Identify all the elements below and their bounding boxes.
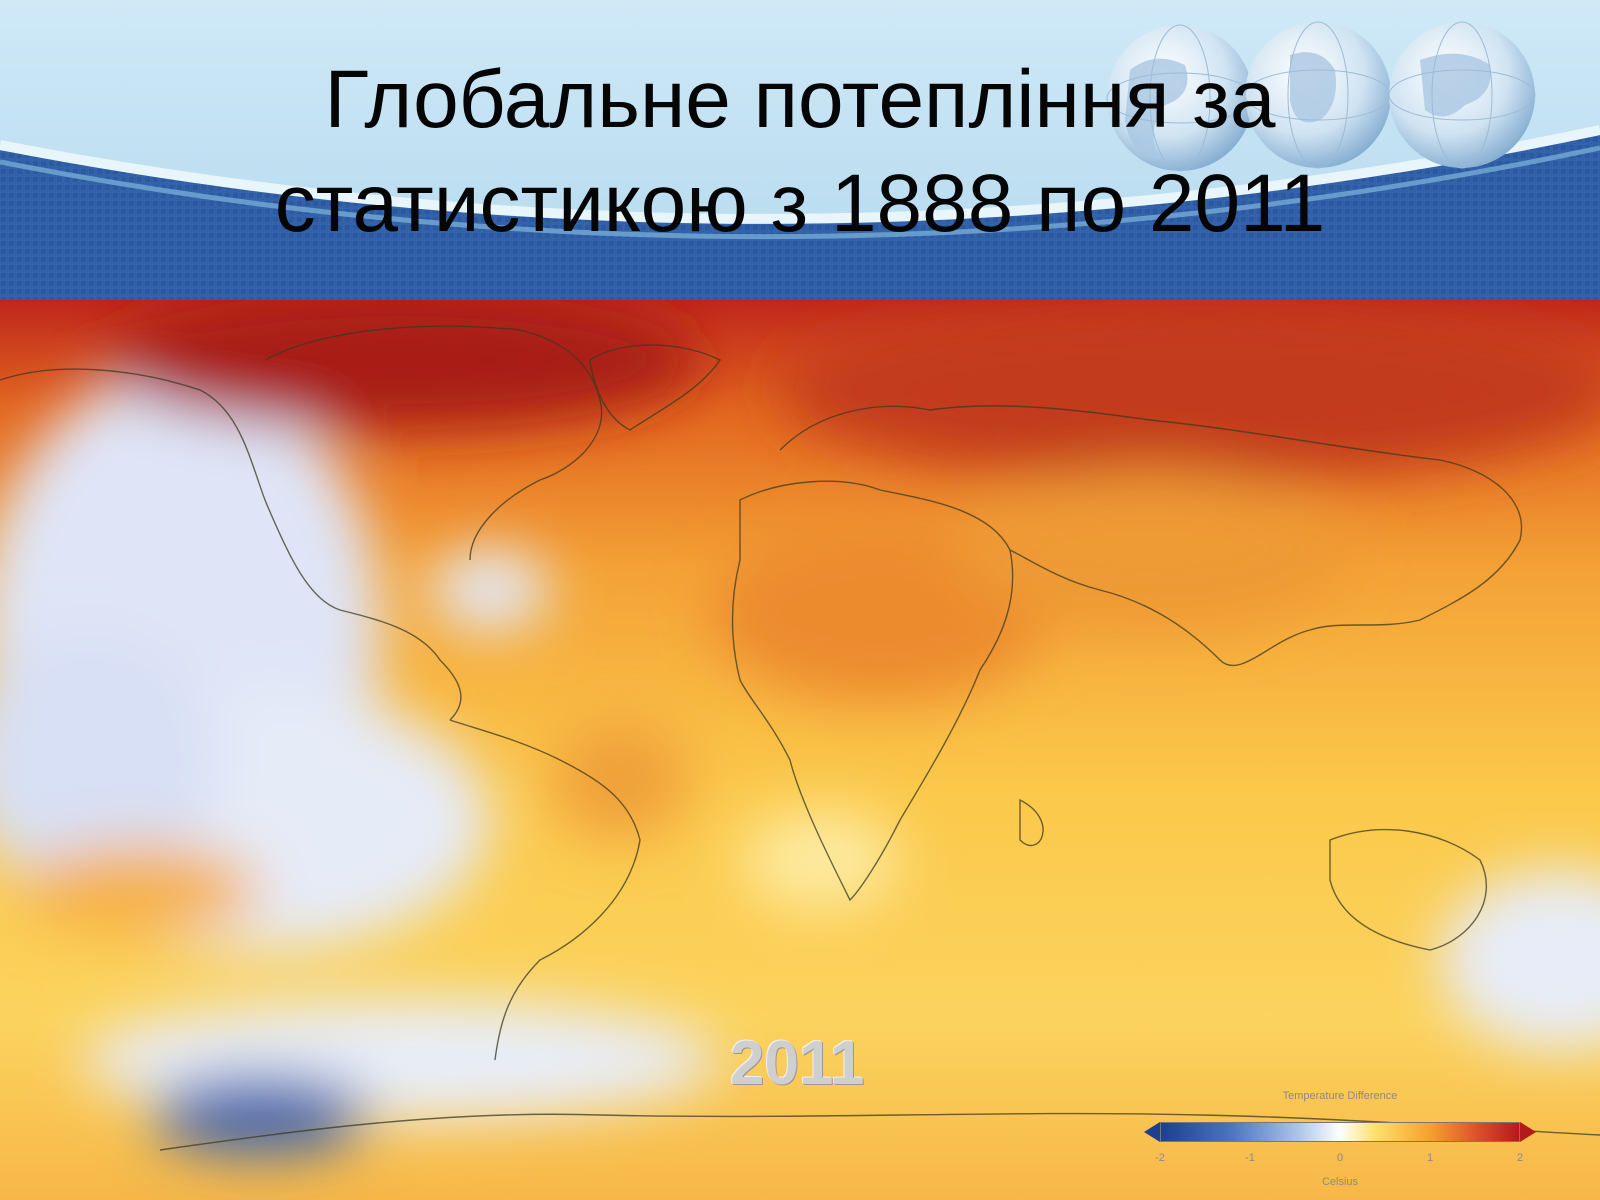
heatmap-background xyxy=(0,300,1600,1200)
slide-header: Глобальне потепління за статистикою з 18… xyxy=(0,0,1600,300)
temperature-anomaly-map: 2011 Temperature Difference -2 -1 0 1 2 … xyxy=(0,300,1600,1200)
legend-title: Temperature Difference xyxy=(1282,1090,1398,1102)
legend-max-arrow xyxy=(1520,1122,1536,1142)
globe-group xyxy=(1106,21,1536,172)
legend-color-bar xyxy=(1160,1122,1520,1142)
slide-title-line-2: статистикою з 1888 по 2011 xyxy=(274,158,1326,249)
legend-min-arrow xyxy=(1144,1122,1160,1142)
legend-tick: 1 xyxy=(1426,1152,1434,1164)
legend-unit: Celsius xyxy=(1321,1176,1359,1188)
year-label: 2011 xyxy=(730,1029,865,1098)
legend-tick: -1 xyxy=(1245,1152,1255,1164)
legend-tick: 0 xyxy=(1336,1152,1344,1164)
slide-title: Глобальне потепління за статистикою з 18… xyxy=(0,48,1600,256)
globe-icon xyxy=(1244,21,1392,169)
color-legend: Temperature Difference -2 -1 0 1 2 Celsi… xyxy=(1140,1090,1540,1200)
globe-icon xyxy=(1388,21,1536,169)
legend-tick: -2 xyxy=(1155,1152,1165,1164)
slide-title-line-1: Глобальне потепління за xyxy=(324,54,1276,145)
globe-icon xyxy=(1106,24,1254,172)
legend-tick: 2 xyxy=(1516,1152,1524,1164)
